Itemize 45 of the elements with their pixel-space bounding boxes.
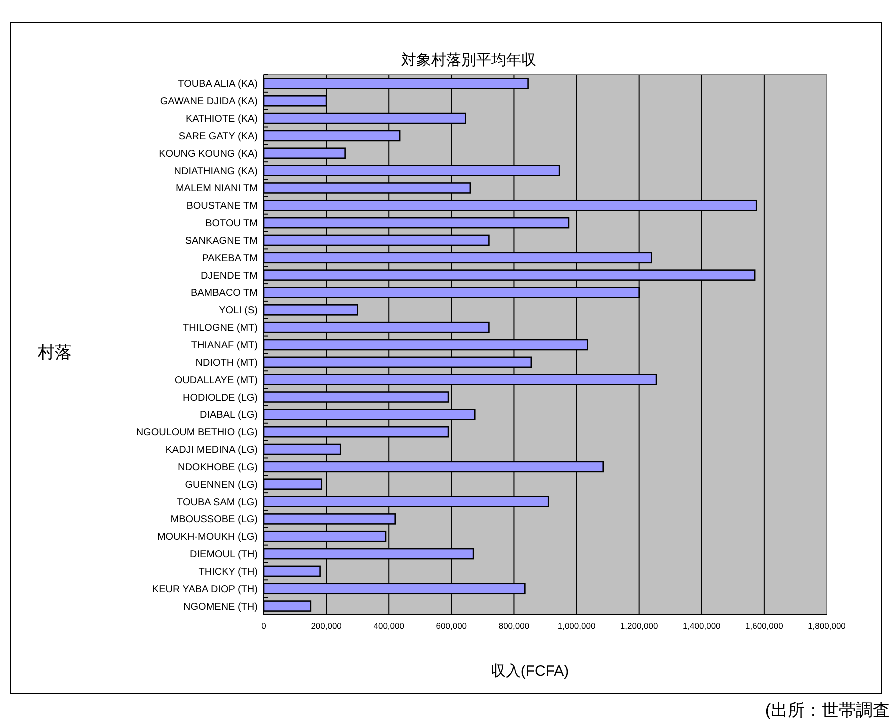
y-tick-label: KEUR YABA DIOP (TH) <box>152 584 258 596</box>
x-tick-label: 1,600,000 <box>746 621 784 631</box>
y-tick-label: DIABAL (LG) <box>200 410 258 422</box>
y-axis-title: 村落 <box>37 343 72 362</box>
y-tick-label: MALEM NIANI TM <box>176 184 258 195</box>
x-tick-label: 1,000,000 <box>558 621 596 631</box>
y-tick-label: KOUNG KOUNG (KA) <box>159 148 258 160</box>
y-tick-label: SARE GATY (KA) <box>178 131 258 142</box>
x-tick-label: 1,200,000 <box>620 621 659 631</box>
y-tick-label: NDIATHIANG (KA) <box>174 166 258 178</box>
y-tick-label: TOUBA SAM (LG) <box>177 497 258 508</box>
y-tick-label: NDOKHOBE (LG) <box>178 462 258 474</box>
x-tick-label: 600,000 <box>436 621 468 631</box>
y-tick-label: DIEMOUL (TH) <box>190 550 258 561</box>
x-tick-label: 0 <box>262 621 267 631</box>
y-tick-label: MOUKH-MOUKH (LG) <box>157 532 258 544</box>
y-tick-label: BOUSTANE TM <box>186 201 258 212</box>
y-tick-label: NGOULOUM BETHIO (LG) <box>136 428 258 439</box>
y-tick-label: THIANAF (MT) <box>191 340 258 352</box>
y-tick-label: HODIOLDE (LG) <box>182 392 258 404</box>
x-tick-label: 200,000 <box>311 621 342 631</box>
y-tick-label: GUENNEN (LG) <box>185 480 258 491</box>
y-tick-label: THILOGNE (MT) <box>183 323 258 334</box>
y-tick-label: GAWANE DJIDA (KA) <box>160 96 258 108</box>
y-tick-label: YOLI (S) <box>219 306 258 317</box>
text: (出所：世帯調査 <box>765 701 890 720</box>
x-tick-label: 800,000 <box>498 621 530 631</box>
y-tick-label: PAKEBA TM <box>202 253 258 264</box>
y-tick-label: NDIOTH (MT) <box>196 358 258 369</box>
x-tick-label: 1,400,000 <box>682 621 722 631</box>
y-tick-label: MBOUSSOBE (LG) <box>170 514 258 526</box>
x-tick-label: 400,000 <box>374 621 405 631</box>
y-tick-label: BAMBACO TM <box>190 288 258 300</box>
x-axis-title: 収入(FCFA) <box>490 663 570 680</box>
y-tick-label: OUDALLAYE (MT) <box>174 375 258 386</box>
y-tick-label: DJENDE TM <box>200 270 258 282</box>
y-tick-label: KATHIOTE (KA) <box>186 114 258 126</box>
y-tick-label: NGOMENE (TH) <box>184 602 258 613</box>
y-tick-label: TOUBA ALIA (KA) <box>178 79 258 90</box>
y-tick-label: THICKY (TH) <box>198 566 258 578</box>
y-tick-label: SANKAGNE TM <box>185 236 258 247</box>
y-tick-label: BOTOU TM <box>206 218 258 230</box>
chart-title: 対象村落別平均年収 <box>402 52 536 69</box>
y-tick-label: KADJI MEDINA (LG) <box>166 445 258 456</box>
x-tick-label: 1,800,000 <box>808 621 846 631</box>
